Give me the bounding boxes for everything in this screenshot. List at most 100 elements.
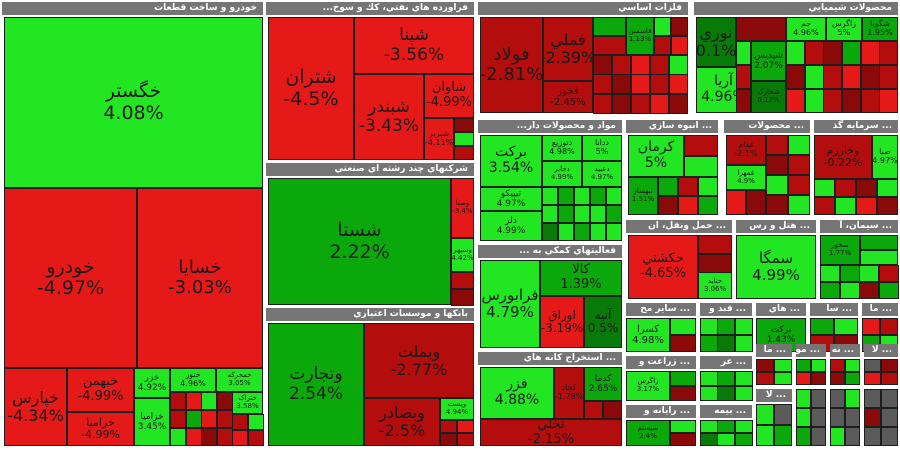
stock-tile[interactable] <box>698 254 732 273</box>
stock-tile[interactable]: حتاید 3.06% <box>698 272 732 299</box>
stock-tile[interactable] <box>796 372 811 385</box>
stock-tile[interactable] <box>593 17 626 36</box>
stock-tile[interactable] <box>786 65 805 89</box>
stock-tile[interactable] <box>830 359 845 372</box>
stock-tile[interactable] <box>201 428 217 446</box>
stock-tile[interactable]: خسایا -3.03% <box>137 188 263 368</box>
stock-tile[interactable]: خزامیا 3.45% <box>134 398 170 446</box>
stock-tile[interactable]: فملي-2.39% <box>543 17 593 81</box>
stock-tile[interactable] <box>593 94 612 114</box>
stock-tile[interactable] <box>654 36 671 55</box>
stock-tile[interactable] <box>542 223 558 241</box>
stock-tile[interactable] <box>700 386 718 401</box>
stock-tile[interactable] <box>840 265 860 282</box>
stock-tile[interactable] <box>717 335 735 352</box>
sector-header[interactable]: ... قند و <box>700 303 752 316</box>
stock-tile[interactable] <box>766 175 788 195</box>
stock-tile[interactable]: كالا 1.39% <box>540 260 622 296</box>
stock-tile[interactable] <box>451 289 474 306</box>
stock-tile[interactable] <box>796 427 811 446</box>
stock-tile[interactable] <box>186 428 202 446</box>
stock-tile[interactable] <box>671 17 688 36</box>
stock-tile[interactable]: وبصادر -2.5% <box>364 398 440 446</box>
stock-tile[interactable] <box>746 190 766 215</box>
stock-tile[interactable] <box>879 282 899 299</box>
stock-tile[interactable] <box>774 372 792 385</box>
stock-tile[interactable]: آتیه 0.5% <box>584 296 622 348</box>
stock-tile[interactable] <box>593 74 612 94</box>
stock-tile[interactable] <box>612 55 631 75</box>
stock-tile[interactable] <box>735 335 753 352</box>
stock-tile[interactable] <box>735 433 753 446</box>
stock-tile[interactable] <box>603 401 622 419</box>
stock-tile[interactable] <box>861 89 880 113</box>
stock-tile[interactable] <box>612 74 631 94</box>
stock-tile[interactable] <box>861 41 880 65</box>
stock-tile[interactable] <box>248 430 264 446</box>
stock-tile[interactable]: كچاد -1.78% <box>554 367 584 419</box>
stock-tile[interactable] <box>823 65 842 89</box>
stock-tile[interactable]: سیستم 2.4% <box>626 420 670 446</box>
stock-tile[interactable] <box>654 17 671 36</box>
sector-header[interactable]: مواد و محصولات دار... <box>478 120 622 133</box>
stock-tile[interactable] <box>669 74 688 94</box>
stock-tile[interactable] <box>811 359 826 372</box>
sector-header[interactable]: ... مو <box>796 344 826 357</box>
stock-tile[interactable] <box>726 190 746 215</box>
stock-tile[interactable]: شاوان -4.99% <box>424 74 474 118</box>
sector-header[interactable]: ... بيمه <box>700 405 752 418</box>
stock-tile[interactable] <box>217 410 233 428</box>
sector-header[interactable]: ... رايانه و <box>626 405 696 418</box>
stock-tile[interactable] <box>880 318 898 335</box>
stock-tile[interactable]: سمگا 4.99% <box>736 235 816 299</box>
stock-tile[interactable] <box>186 392 202 410</box>
stock-tile[interactable] <box>457 433 474 446</box>
stock-tile[interactable]: خزر 4.92% <box>134 368 170 398</box>
stock-tile[interactable] <box>814 197 835 215</box>
sector-header[interactable]: ... محصولات <box>724 120 810 133</box>
stock-tile[interactable] <box>678 177 698 196</box>
stock-tile[interactable] <box>845 427 860 446</box>
stock-tile[interactable] <box>201 392 217 410</box>
stock-tile[interactable] <box>864 427 881 446</box>
stock-tile[interactable] <box>756 372 774 385</box>
stock-tile[interactable] <box>717 386 735 401</box>
stock-tile[interactable] <box>558 223 574 241</box>
sector-header[interactable]: ... لا <box>864 344 898 357</box>
stock-tile[interactable] <box>830 372 845 385</box>
stock-tile[interactable] <box>766 195 788 215</box>
stock-tile[interactable]: دلر 4.99% <box>480 211 542 241</box>
sector-header[interactable]: خودرو و ساخت قطعات <box>2 2 263 15</box>
stock-tile[interactable]: فاسمین 1.13% <box>626 17 654 55</box>
stock-tile[interactable]: شبریز -4.11% <box>424 118 454 160</box>
stock-tile[interactable] <box>881 408 898 427</box>
stock-tile[interactable] <box>811 372 826 385</box>
stock-tile[interactable] <box>170 392 186 410</box>
stock-tile[interactable] <box>574 187 590 205</box>
stock-tile[interactable] <box>650 94 669 114</box>
sector-header[interactable]: ... سا <box>810 303 858 316</box>
stock-tile[interactable] <box>684 135 718 156</box>
stock-tile[interactable] <box>170 410 186 428</box>
stock-tile[interactable]: شپنا -3.56% <box>354 17 474 74</box>
stock-tile[interactable] <box>217 392 233 410</box>
stock-tile[interactable] <box>774 404 792 425</box>
stock-tile[interactable] <box>786 89 805 113</box>
stock-tile[interactable] <box>862 318 880 335</box>
sector-header[interactable]: فعاليتهاي كمكي به ... <box>478 245 622 258</box>
stock-tile[interactable] <box>593 55 612 75</box>
sector-header[interactable]: محصولات شيميايي <box>694 2 898 15</box>
stock-tile[interactable] <box>756 359 774 372</box>
stock-tile[interactable] <box>700 420 718 433</box>
stock-tile[interactable] <box>788 155 810 175</box>
stock-tile[interactable]: وخارزم -0.22% <box>814 135 872 179</box>
stock-tile[interactable] <box>658 196 678 215</box>
stock-tile[interactable] <box>881 359 898 372</box>
sector-header[interactable]: ... ما <box>756 344 792 357</box>
stock-tile[interactable] <box>842 65 861 89</box>
stock-tile[interactable] <box>861 65 880 89</box>
stock-tile[interactable]: زاگرس 5% <box>826 17 862 41</box>
stock-tile[interactable] <box>684 156 718 177</box>
stock-tile[interactable]: فولاد -2.81% <box>480 17 543 113</box>
stock-tile[interactable]: وصنا -3.4% <box>451 178 474 238</box>
